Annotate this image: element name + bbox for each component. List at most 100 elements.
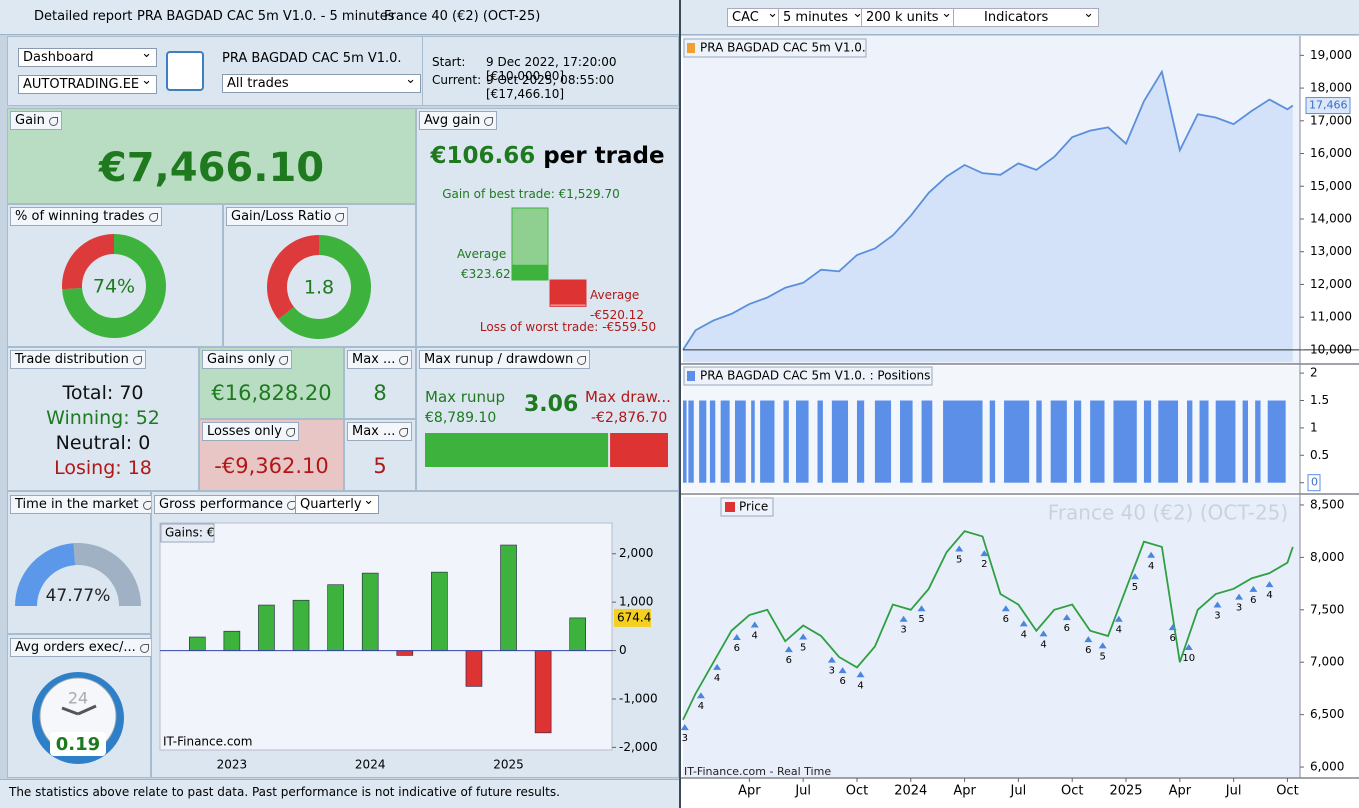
position-bar (1267, 400, 1286, 483)
x-tick-label: Jul (1225, 784, 1242, 799)
y-tick-label: 11,000 (1310, 310, 1352, 324)
position-bar (783, 400, 789, 483)
trade-count: 6 (1250, 595, 1256, 606)
position-bar (1255, 400, 1261, 483)
position-bar (831, 400, 849, 483)
position-bar (1143, 400, 1152, 483)
gauge-value (15, 543, 76, 606)
start: 9 Dec 2022, 17:20:00 [€10,000.00] (486, 55, 617, 83)
row-label: Losing: (54, 457, 122, 479)
equity-area (683, 71, 1293, 362)
x-tick-label: Jul (794, 784, 811, 799)
legend-box (160, 523, 215, 543)
legend-box (683, 38, 867, 58)
panel-title[interactable]: Avg gain (419, 111, 498, 130)
y-tick-label: 10,000 (1310, 342, 1352, 356)
trade-count: 10 (1182, 653, 1195, 664)
trade-arrow (856, 671, 865, 678)
trade-count: 5 (918, 614, 924, 625)
price-line (682, 530, 1294, 721)
max-wins-panel: Max ... 8 (344, 347, 416, 419)
avg-loss-bar (550, 280, 586, 305)
tab[interactable]: France 40 (€2) (OCT-25) (384, 9, 541, 24)
trade-count: 4 (752, 630, 758, 641)
position-bar (688, 400, 694, 483)
bar (292, 599, 310, 651)
report-icon[interactable] (166, 51, 204, 91)
view-select[interactable]: Dashboard (18, 46, 157, 67)
y-tick-label: 1,000 (619, 595, 653, 609)
donut-win (62, 234, 166, 338)
gross-legend: Gains: € (165, 526, 214, 540)
y-tick-label: -2,000 (619, 740, 658, 754)
trade-arrow (696, 692, 705, 699)
x-tick-label: Apr (738, 784, 761, 799)
trade-arrow (1130, 573, 1139, 580)
drawdown-value: -€2,876.70 (591, 410, 668, 426)
last-tag (614, 608, 651, 627)
y-tick-label: 14,000 (1310, 211, 1352, 225)
panel-title[interactable]: Max ... (347, 422, 413, 441)
trade-arrow (1098, 642, 1107, 649)
y-tick-label: 2 (1310, 366, 1318, 380)
y-tick-label: -1,000 (619, 691, 658, 705)
x-tick-label: Oct (846, 784, 868, 799)
trade-count: 4 (1021, 629, 1027, 640)
trade-count: 5 (1100, 651, 1106, 662)
y-tick-label: 8,000 (1310, 550, 1344, 564)
distribution-panel: Trade distribution Total: 70 Winning: 52… (7, 347, 199, 491)
trade-arrow (1001, 605, 1010, 612)
right-toolbar: CAC 5 minutes 200 k units Indicators (681, 0, 1359, 35)
avg-loss-label: Average (590, 288, 640, 302)
account-select[interactable]: AUTOTRADING.EE (18, 73, 157, 94)
panel-title[interactable]: Max ... (347, 350, 413, 369)
trade-arrow (917, 605, 926, 612)
worst-label: Loss of worst trade: (479, 320, 599, 334)
x-tick-label: 2025 (493, 758, 524, 772)
bar (465, 650, 483, 687)
x-tick-label: Apr (953, 784, 976, 799)
period-select[interactable]: Quarterly (295, 493, 379, 514)
trade-arrow (1114, 615, 1123, 622)
y-tick-label: 6,500 (1310, 707, 1344, 721)
panel-title[interactable]: Gains only (202, 350, 293, 369)
units[interactable]: 200 k units (861, 6, 957, 27)
gains-only-value: €16,828.20 (211, 381, 332, 405)
position-bar (1036, 400, 1042, 483)
trade-arrow (827, 656, 836, 663)
trade-arrow (980, 550, 989, 557)
legend-swatch (687, 43, 695, 53)
system-name: PRA BAGDAD CAC 5m V1.0. (222, 51, 402, 66)
timeframe[interactable]: 5 minutes (778, 6, 868, 27)
panel-title[interactable]: Max runup / drawdown (419, 350, 591, 369)
filter-select[interactable]: All trades (222, 72, 421, 93)
x-tick-label: 2024 (355, 758, 386, 772)
position-bar (1090, 400, 1105, 483)
tab[interactable]: Detailed report (34, 9, 133, 24)
x-tick-label: 2024 (894, 784, 927, 799)
panel-title[interactable]: Gain (10, 111, 62, 130)
panel-title[interactable]: Trade distribution (10, 350, 146, 369)
trade-arrow (680, 724, 689, 731)
panel-title[interactable]: % of winning trades (10, 207, 162, 226)
tab[interactable]: PRA BAGDAD CAC 5m V1.0. - 5 minutes (137, 9, 395, 24)
trade-count: 3 (1236, 603, 1242, 614)
panel-title[interactable]: Gross performance (154, 495, 301, 514)
panel-title[interactable]: Gain/Loss Ratio (226, 207, 349, 226)
orders-value: 0.19 (56, 734, 100, 755)
position-bar (1004, 400, 1030, 483)
best-value: €1,529.70 (558, 187, 620, 201)
panel-title[interactable]: Losses only (202, 422, 299, 441)
trade-arrow (1168, 624, 1177, 631)
panel-title[interactable]: Time in the market (10, 495, 156, 514)
position-bar (735, 400, 746, 483)
bar (361, 572, 379, 651)
indicators[interactable]: Indicators (953, 6, 1099, 27)
best-trade: Gain of best trade: €1,529.70 (417, 187, 645, 201)
gain-value: €7,466.10 (98, 145, 325, 191)
donut-loss (267, 235, 319, 320)
distribution-rows: Total: 70 Winning: 52 Neutral: 0 Losing:… (8, 381, 198, 481)
trade-arrow (1147, 551, 1156, 558)
panel-title[interactable]: Avg orders exec/... (10, 638, 153, 657)
